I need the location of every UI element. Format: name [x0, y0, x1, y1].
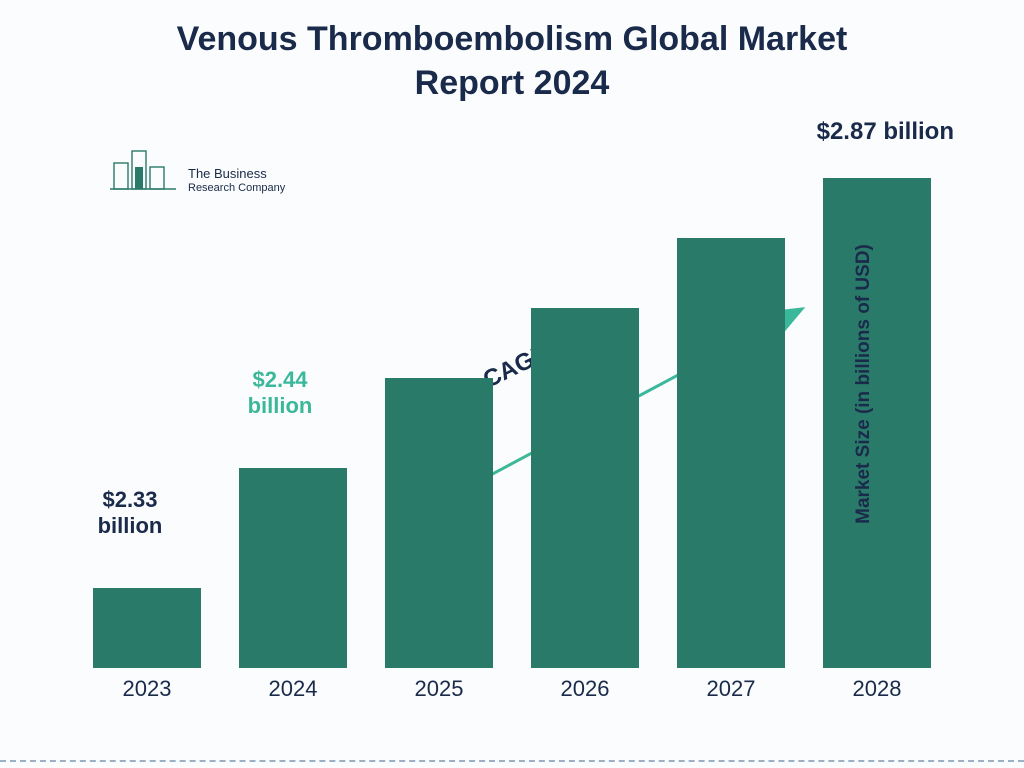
- page-root: Venous Thromboembolism Global Market Rep…: [0, 0, 1024, 768]
- y-axis-label: Market Size (in billions of USD): [853, 244, 875, 524]
- title-line-2: Report 2024: [0, 62, 1024, 106]
- bar-2023: [93, 588, 200, 668]
- bars-row: 202320242025202620272028: [80, 148, 944, 668]
- bar-slot-2024: 2024: [226, 148, 360, 668]
- bar-category-label: 2024: [269, 676, 318, 702]
- bar-category-label: 2028: [853, 676, 902, 702]
- bar-slot-2026: 2026: [518, 148, 652, 668]
- bar-slot-2025: 2025: [372, 148, 506, 668]
- bar-category-label: 2023: [123, 676, 172, 702]
- bar-category-label: 2026: [561, 676, 610, 702]
- bar-2026: [531, 308, 638, 668]
- bottom-divider: [0, 760, 1024, 762]
- bar-2028: [823, 178, 930, 668]
- bar-category-label: 2027: [707, 676, 756, 702]
- value-label-2028: $2.87 billion: [817, 118, 954, 146]
- bar-slot-2028: 2028: [810, 148, 944, 668]
- bar-category-label: 2025: [415, 676, 464, 702]
- value-label-2028-text: $2.87 billion: [817, 118, 954, 145]
- bar-2024: [239, 468, 346, 668]
- chart-title: Venous Thromboembolism Global Market Rep…: [0, 18, 1024, 105]
- bar-slot-2023: 2023: [80, 148, 214, 668]
- bar-2027: [677, 238, 784, 668]
- title-line-1: Venous Thromboembolism Global Market: [0, 18, 1024, 62]
- bar-slot-2027: 2027: [664, 148, 798, 668]
- chart-area: $2.87 billion $2.33 billion $2.44 billio…: [80, 130, 944, 708]
- bar-2025: [385, 378, 492, 668]
